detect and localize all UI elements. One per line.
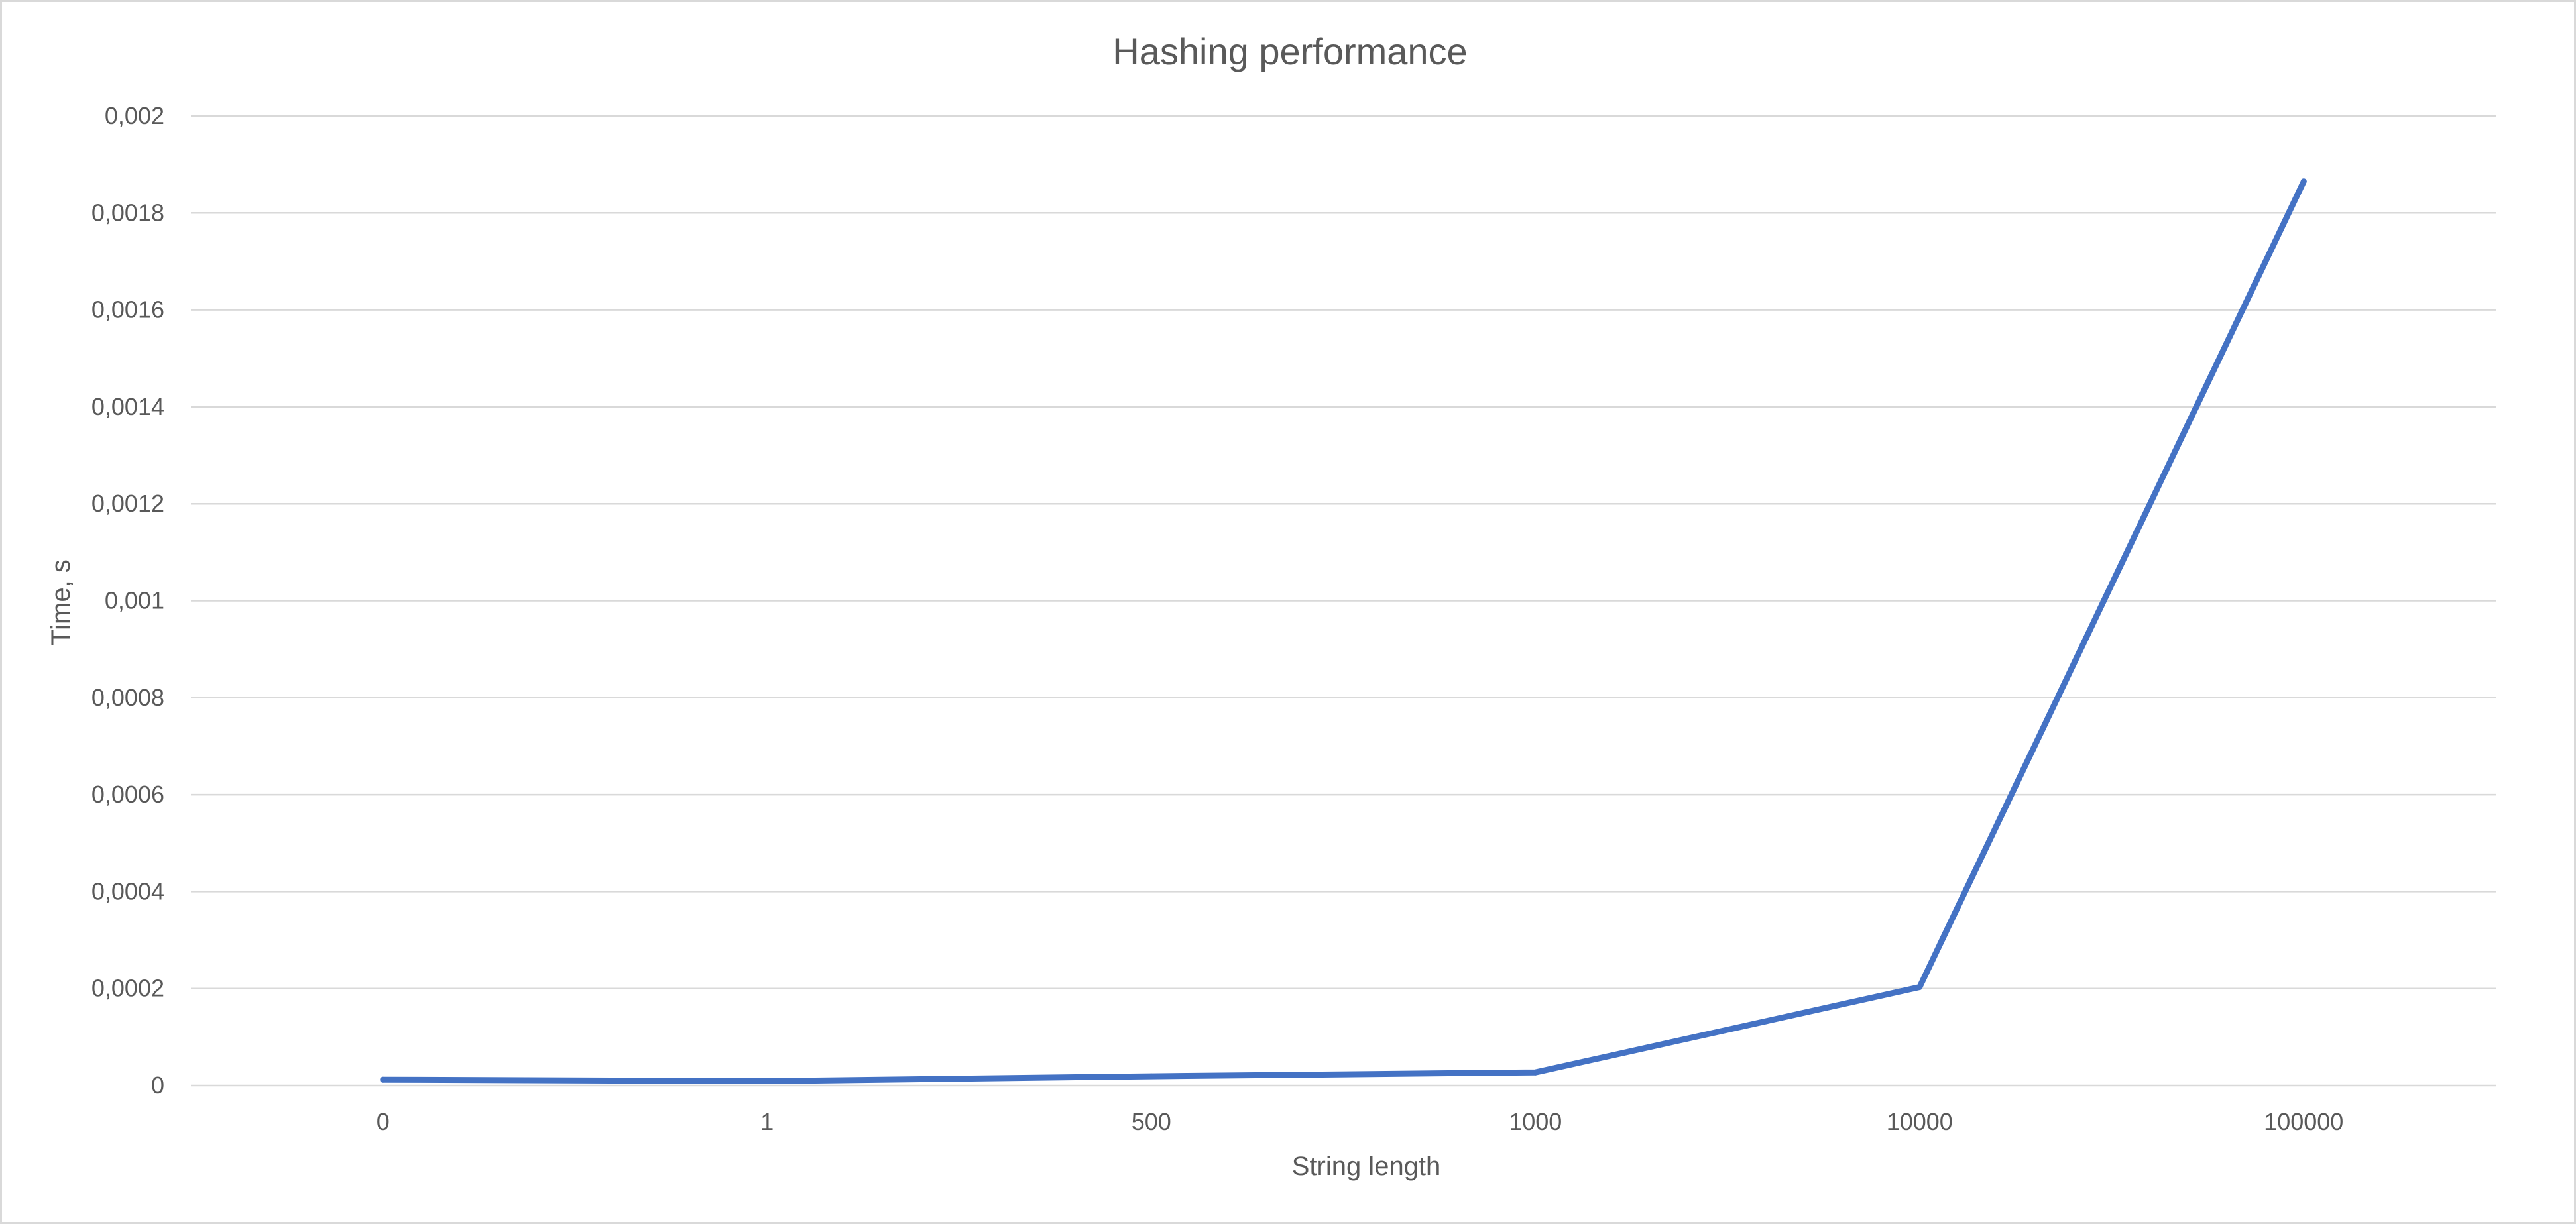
- y-tick-label: 0,0012: [91, 490, 164, 517]
- x-axis-title: String length: [1292, 1152, 1441, 1181]
- y-axis-ticks: 0 0,0002 0,0004 0,0006 0,0008 0,001 0,0012 0,00…: [91, 102, 164, 1099]
- y-tick-label: 0,0002: [91, 975, 164, 1002]
- y-tick-label: 0,0004: [91, 877, 164, 905]
- y-tick-label: 0,0014: [91, 393, 164, 420]
- gridlines: [191, 115, 2496, 989]
- y-tick-label: 0,0008: [91, 684, 164, 711]
- series-layer: [380, 178, 2307, 1084]
- data-point: [1148, 1073, 1155, 1080]
- data-point: [764, 1078, 770, 1084]
- data-point: [1532, 1069, 1539, 1076]
- y-tick-label: 0: [151, 1072, 164, 1099]
- x-tick-label: 1000: [1509, 1108, 1562, 1135]
- chart-title: Hashing performance: [1112, 30, 1467, 72]
- y-tick-label: 0,002: [105, 102, 164, 129]
- x-tick-label: 100000: [2264, 1108, 2343, 1135]
- y-axis-title: Time, s: [46, 559, 76, 645]
- y-tick-label: 0,001: [105, 587, 164, 614]
- x-axis-ticks: 0 1 500 1000 10000 100000: [377, 1108, 2344, 1135]
- y-tick-label: 0,0006: [91, 781, 164, 808]
- x-tick-label: 500: [1132, 1108, 1171, 1135]
- data-point: [380, 1076, 386, 1083]
- series-line: [380, 178, 2307, 1084]
- x-tick-label: 1: [760, 1108, 774, 1135]
- data-point: [1916, 984, 1923, 991]
- y-tick-label: 0,0016: [91, 296, 164, 323]
- y-tick-label: 0,0018: [91, 199, 164, 226]
- x-tick-label: 10000: [1887, 1108, 1953, 1135]
- x-tick-label: 0: [377, 1108, 390, 1135]
- data-point: [2300, 178, 2307, 185]
